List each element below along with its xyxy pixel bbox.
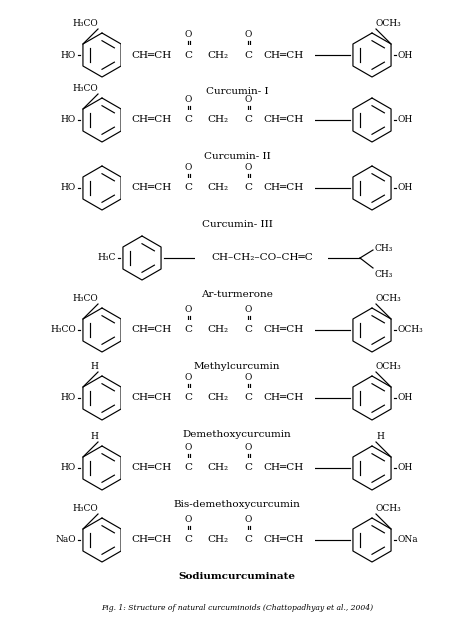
Text: HO: HO [61,464,76,472]
Text: C: C [244,184,252,192]
Text: OH: OH [398,50,413,60]
Text: O: O [184,305,191,314]
Text: ONa: ONa [398,536,419,544]
Text: CH₂: CH₂ [208,464,228,472]
Text: H: H [90,362,98,371]
Text: OCH₃: OCH₃ [376,19,402,28]
Text: CH₂: CH₂ [208,184,228,192]
Text: CH–CH₂–CO–CH═C: CH–CH₂–CO–CH═C [211,254,313,262]
Text: NaO: NaO [55,536,76,544]
Text: CH═CH: CH═CH [132,50,172,60]
Text: Curcumin- III: Curcumin- III [201,220,273,229]
Text: H₃CO: H₃CO [50,326,76,335]
Text: O: O [244,95,252,104]
Text: C: C [244,115,252,125]
Text: C: C [244,464,252,472]
Text: C: C [184,394,192,402]
Text: H₃CO: H₃CO [72,19,98,28]
Text: Fig. 1: Structure of natural curcuminoids (Chattopadhyay et al., 2004): Fig. 1: Structure of natural curcuminoid… [101,604,373,612]
Text: Sodiumcurcuminate: Sodiumcurcuminate [179,572,295,581]
Text: H₃CO: H₃CO [72,84,98,93]
Text: CH₂: CH₂ [208,115,228,125]
Text: C: C [184,115,192,125]
Text: CH₂: CH₂ [208,536,228,544]
Text: C: C [244,50,252,60]
Text: Curcumin- I: Curcumin- I [206,87,268,96]
Text: H₃CO: H₃CO [72,504,98,513]
Text: CH═CH: CH═CH [264,326,304,335]
Text: CH₂: CH₂ [208,50,228,60]
Text: Ar-turmerone: Ar-turmerone [201,290,273,299]
Text: C: C [184,536,192,544]
Text: Demethoxycurcumin: Demethoxycurcumin [182,430,292,439]
Text: C: C [244,326,252,335]
Text: Methylcurcumin: Methylcurcumin [194,362,280,371]
Text: OCH₃: OCH₃ [376,504,402,513]
Text: CH₃: CH₃ [375,244,393,253]
Text: CH═CH: CH═CH [132,536,172,544]
Text: Bis-demethoxycurcumin: Bis-demethoxycurcumin [173,500,301,509]
Text: OH: OH [398,115,413,125]
Text: CH₂: CH₂ [208,394,228,402]
Text: CH═CH: CH═CH [264,50,304,60]
Text: CH═CH: CH═CH [264,394,304,402]
Text: CH═CH: CH═CH [132,464,172,472]
Text: CH═CH: CH═CH [132,394,172,402]
Text: C: C [244,394,252,402]
Text: O: O [184,95,191,104]
Text: O: O [244,30,252,39]
Text: O: O [244,305,252,314]
Text: O: O [184,443,191,452]
Text: C: C [184,184,192,192]
Text: O: O [244,515,252,524]
Text: C: C [184,326,192,335]
Text: HO: HO [61,115,76,125]
Text: CH═CH: CH═CH [264,184,304,192]
Text: O: O [184,163,191,172]
Text: H: H [90,432,98,441]
Text: O: O [244,373,252,382]
Text: CH═CH: CH═CH [264,464,304,472]
Text: OH: OH [398,184,413,192]
Text: HO: HO [61,50,76,60]
Text: CH═CH: CH═CH [132,326,172,335]
Text: OCH₃: OCH₃ [376,294,402,303]
Text: CH₂: CH₂ [208,326,228,335]
Text: CH₃: CH₃ [375,270,393,279]
Text: HO: HO [61,394,76,402]
Text: CH═CH: CH═CH [132,184,172,192]
Text: O: O [184,373,191,382]
Text: H₃CO: H₃CO [72,294,98,303]
Text: O: O [184,30,191,39]
Text: CH═CH: CH═CH [132,115,172,125]
Text: OH: OH [398,464,413,472]
Text: OCH₃: OCH₃ [398,326,424,335]
Text: O: O [244,443,252,452]
Text: O: O [244,163,252,172]
Text: C: C [244,536,252,544]
Text: HO: HO [61,184,76,192]
Text: C: C [184,464,192,472]
Text: O: O [184,515,191,524]
Text: CH═CH: CH═CH [264,115,304,125]
Text: Curcumin- II: Curcumin- II [204,152,270,161]
Text: C: C [184,50,192,60]
Text: H: H [376,432,384,441]
Text: H₃C: H₃C [98,254,116,262]
Text: CH═CH: CH═CH [264,536,304,544]
Text: OCH₃: OCH₃ [376,362,402,371]
Text: OH: OH [398,394,413,402]
